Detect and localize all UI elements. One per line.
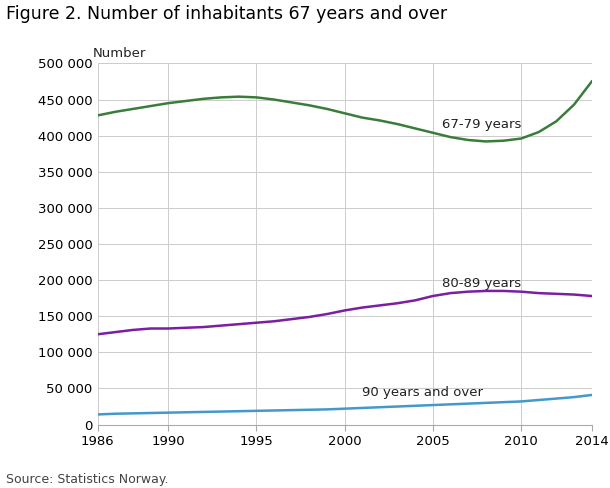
Text: Number: Number: [93, 47, 146, 60]
Text: 67-79 years: 67-79 years: [442, 118, 521, 131]
Text: Source: Statistics Norway.: Source: Statistics Norway.: [6, 472, 168, 486]
Text: Figure 2. Number of inhabitants 67 years and over: Figure 2. Number of inhabitants 67 years…: [6, 5, 447, 23]
Text: 90 years and over: 90 years and over: [362, 386, 483, 399]
Text: 80-89 years: 80-89 years: [442, 277, 521, 289]
